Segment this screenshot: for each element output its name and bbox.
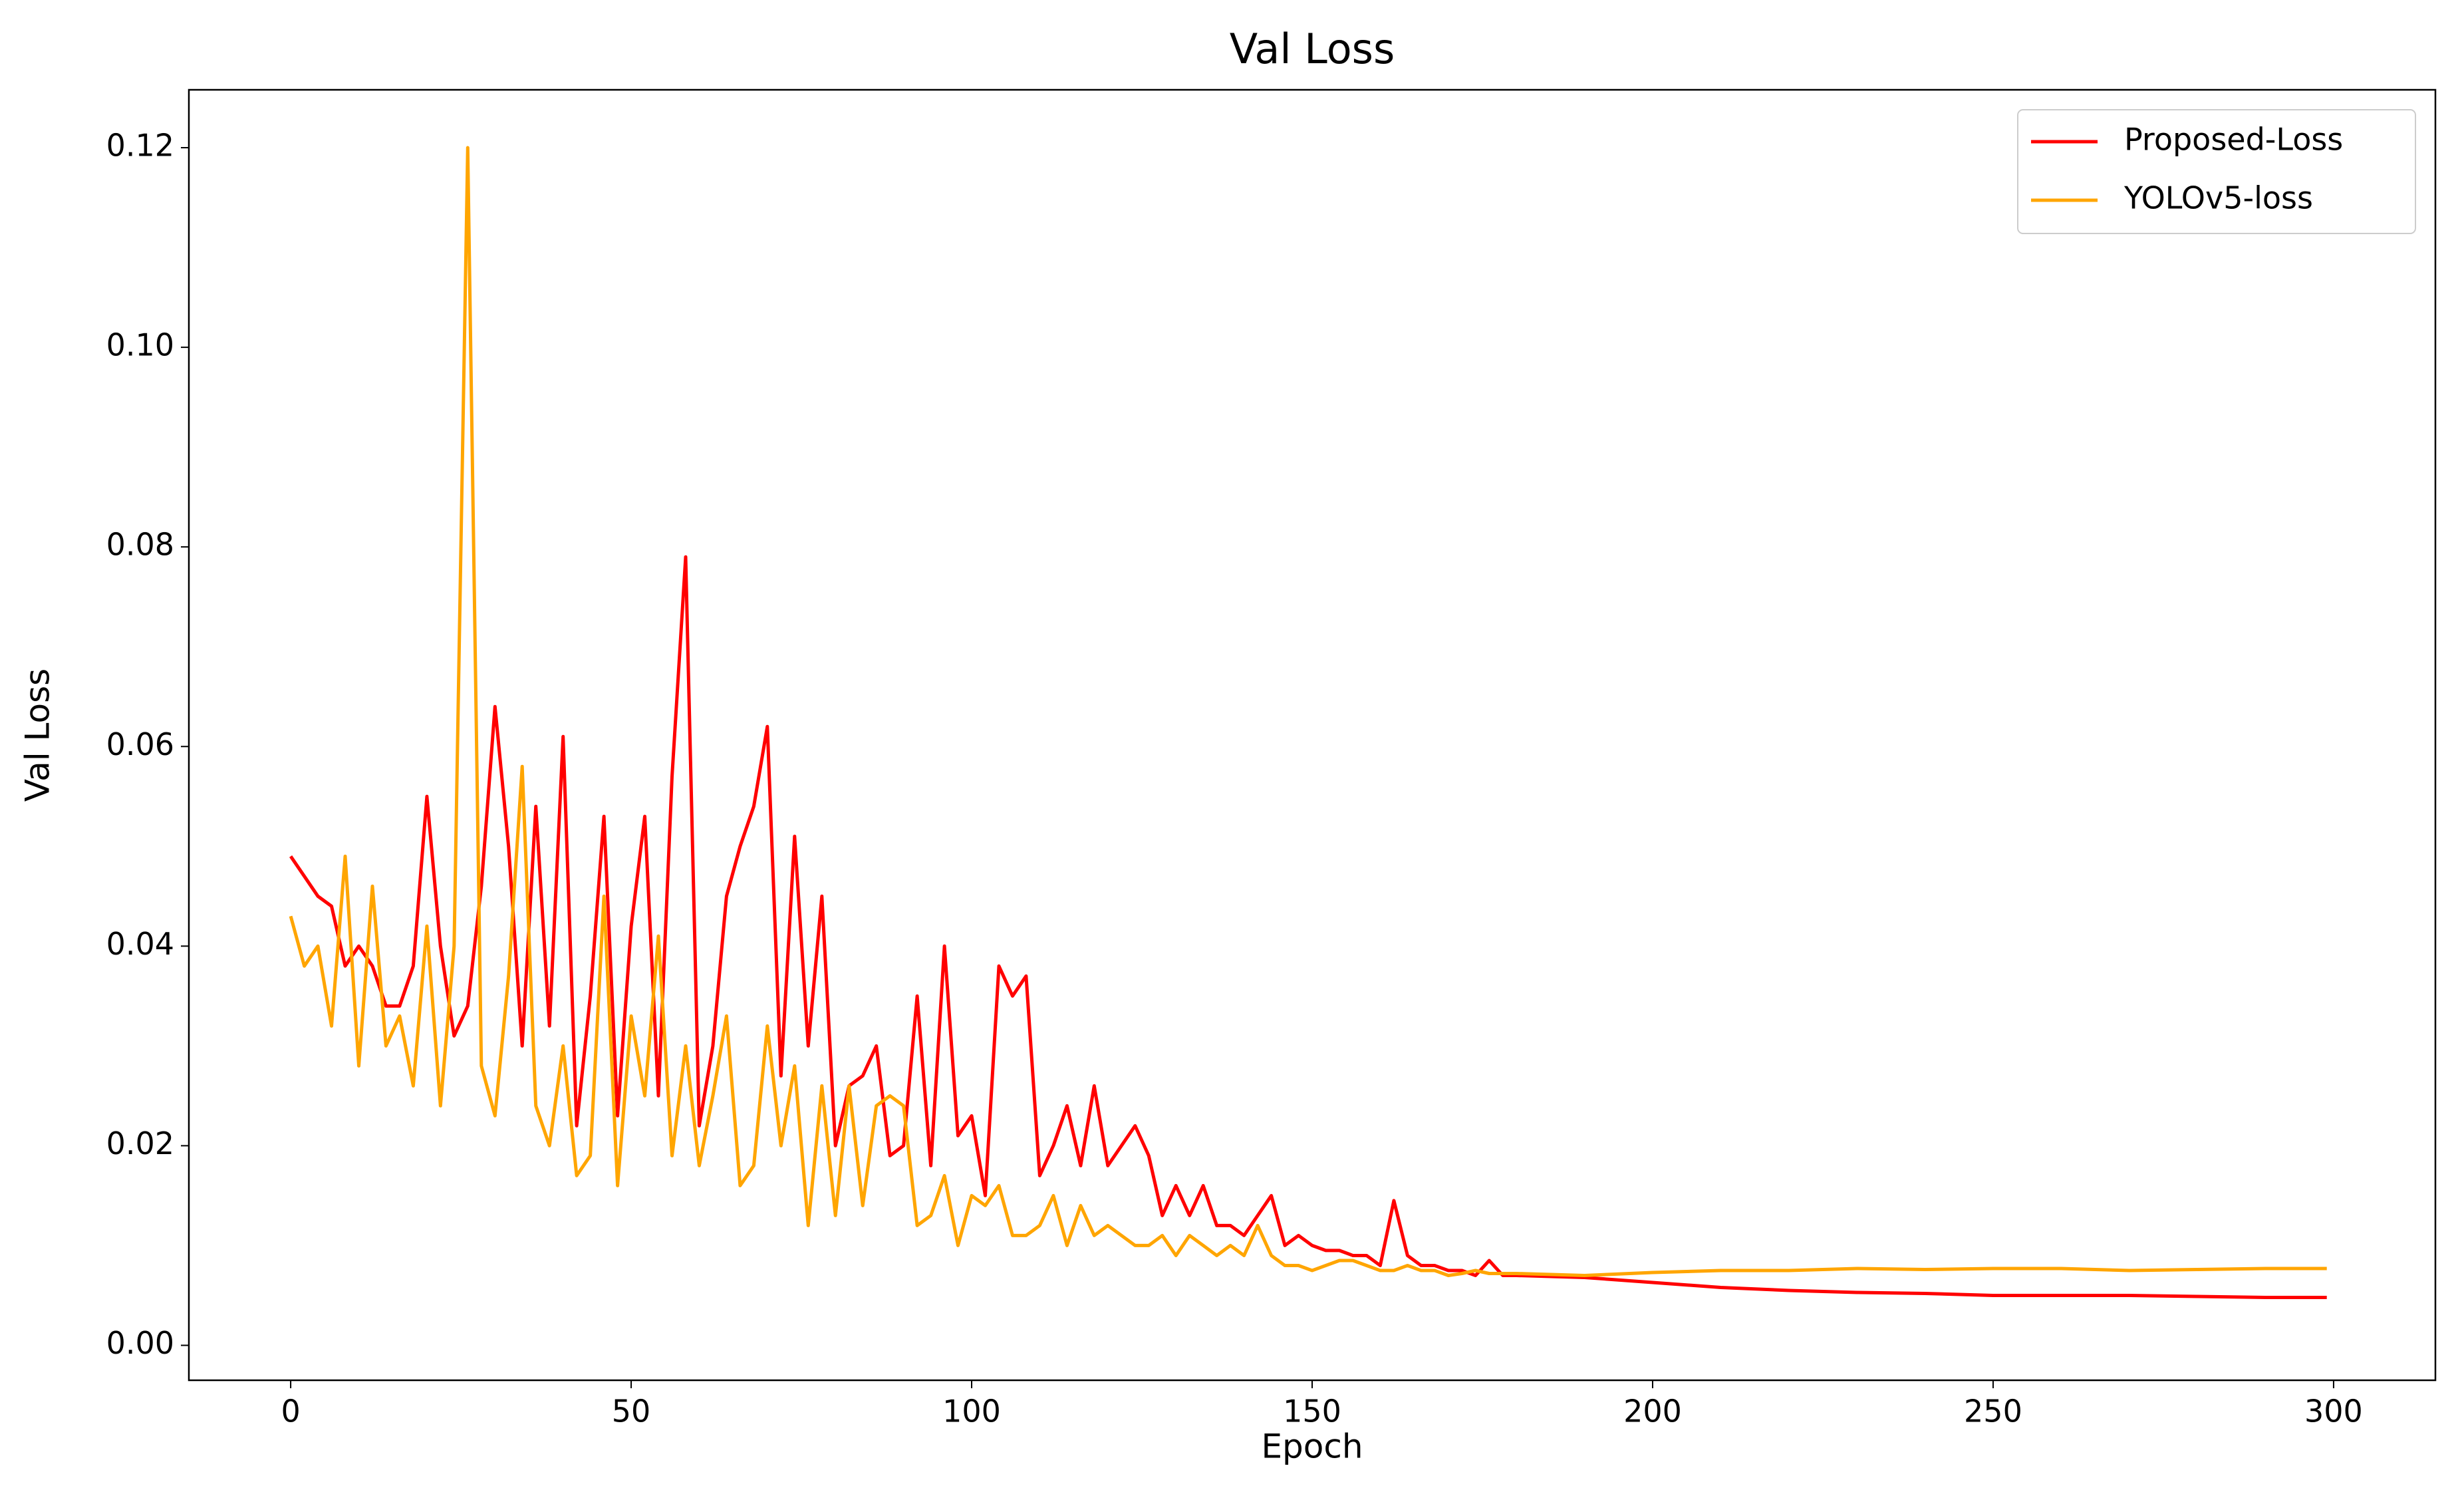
y-tick-label: 0.06 — [106, 726, 174, 762]
series-line — [289, 146, 2327, 1277]
x-tick-label: 250 — [1964, 1394, 2022, 1429]
y-tick-label: 0.00 — [106, 1325, 174, 1361]
x-tick-label: 0 — [281, 1394, 300, 1429]
y-tick-label: 0.08 — [106, 527, 174, 563]
legend-box — [2017, 109, 2416, 234]
y-tick-label: 0.04 — [106, 926, 174, 962]
x-tick-label: 150 — [1283, 1394, 1341, 1429]
legend-label: Proposed-Loss — [2124, 122, 2343, 158]
series-line — [289, 555, 2327, 1299]
legend-label: YOLOv5-loss — [2123, 180, 2313, 216]
y-tick-label: 0.10 — [106, 327, 174, 363]
plot-frame — [188, 88, 2437, 1382]
chart-title: Val Loss — [1230, 25, 1395, 73]
x-tick-label: 300 — [2304, 1394, 2363, 1429]
x-tick-label: 100 — [942, 1394, 1001, 1429]
y-tick-label: 0.02 — [106, 1125, 174, 1161]
y-tick-label: 0.12 — [106, 128, 174, 164]
y-axis-label: Val Loss — [19, 669, 57, 802]
x-tick-label: 200 — [1623, 1394, 1682, 1429]
x-axis-label: Epoch — [1261, 1427, 1363, 1466]
x-tick-label: 50 — [612, 1394, 651, 1429]
